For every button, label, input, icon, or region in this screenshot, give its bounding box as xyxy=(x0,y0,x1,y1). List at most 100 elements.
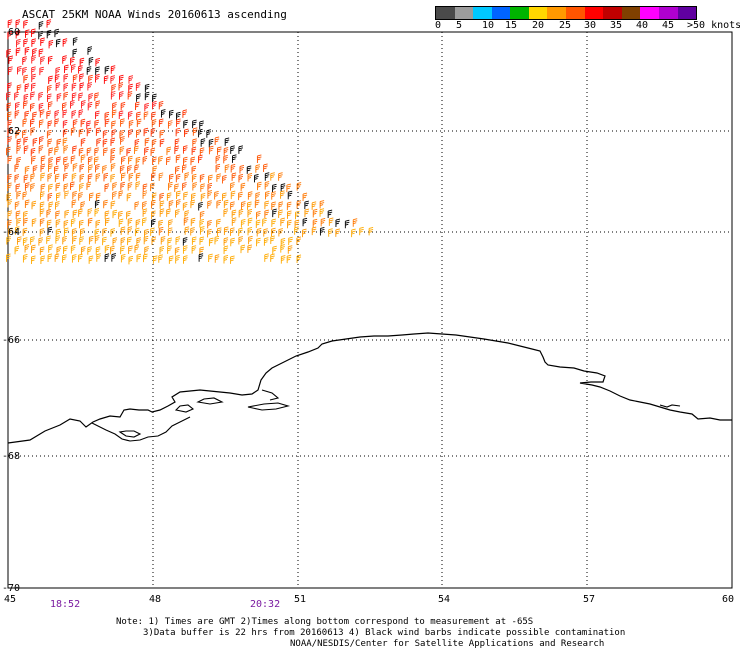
wind-barb xyxy=(63,227,69,236)
wind-barb xyxy=(62,254,67,263)
wind-barb xyxy=(286,183,291,193)
wind-barb xyxy=(190,217,196,227)
coast-islet xyxy=(659,404,681,408)
wind-barb xyxy=(151,218,156,228)
longitude-label: 60 xyxy=(722,594,735,605)
wind-barb xyxy=(184,210,189,219)
wind-barb xyxy=(23,174,29,183)
wind-barb xyxy=(142,190,148,199)
wind-barb xyxy=(175,236,181,245)
wind-barb xyxy=(111,109,117,118)
wind-barb xyxy=(55,219,61,228)
wind-barb xyxy=(176,118,181,127)
wind-barb xyxy=(263,228,268,237)
wind-barb xyxy=(159,245,165,255)
wind-barb xyxy=(40,255,46,264)
wind-barb xyxy=(112,209,118,219)
wind-barb xyxy=(121,156,126,165)
wind-barb xyxy=(166,156,171,165)
wind-barb xyxy=(23,38,28,47)
wind-barb xyxy=(46,129,52,139)
wind-barb xyxy=(135,181,141,190)
wind-barb xyxy=(95,74,100,83)
wind-barb xyxy=(135,156,141,166)
wind-barb xyxy=(158,219,163,229)
wind-barb xyxy=(120,226,126,235)
wind-barb xyxy=(54,173,60,183)
wind-barb xyxy=(168,181,173,191)
wind-barb xyxy=(6,236,11,245)
wind-barb xyxy=(63,245,68,255)
wind-barb xyxy=(8,55,13,64)
wind-barb xyxy=(48,147,54,156)
wind-barb xyxy=(191,146,197,156)
wind-barb xyxy=(120,136,125,145)
wind-barb xyxy=(79,236,84,245)
wind-barb xyxy=(22,191,28,200)
wind-barb xyxy=(190,156,196,166)
wind-barb xyxy=(70,64,76,73)
wind-barb xyxy=(38,48,44,57)
wind-barb xyxy=(128,75,134,84)
wind-barb xyxy=(151,192,157,201)
wind-barb xyxy=(110,173,115,183)
legend-label: 45 xyxy=(662,20,675,31)
wind-barb xyxy=(62,102,67,111)
wind-barb xyxy=(78,208,83,217)
wind-barb xyxy=(86,127,92,137)
wind-barb xyxy=(144,229,149,238)
wind-barb xyxy=(31,73,36,83)
wind-barb xyxy=(127,236,132,246)
wind-barb xyxy=(112,182,117,191)
wind-barb xyxy=(294,219,300,229)
wind-barb xyxy=(175,209,180,218)
wind-barb xyxy=(183,156,188,166)
wind-barb xyxy=(151,139,157,148)
wind-barb xyxy=(31,155,36,165)
wind-barb xyxy=(272,208,277,218)
legend-swatch xyxy=(454,7,474,19)
wind-barb xyxy=(240,244,246,254)
wind-barb xyxy=(94,147,99,156)
wind-barb xyxy=(38,30,43,40)
wind-barb xyxy=(62,235,67,245)
wind-barb xyxy=(328,228,333,237)
wind-barb xyxy=(182,145,188,154)
legend-color-bar xyxy=(435,6,697,20)
wind-barb xyxy=(136,237,141,246)
wind-barb xyxy=(55,235,60,244)
wind-barb xyxy=(278,228,283,237)
wind-barb xyxy=(6,91,11,101)
wind-barb xyxy=(158,100,164,110)
wind-barb xyxy=(72,190,77,200)
wind-barb xyxy=(70,100,75,109)
wind-barb xyxy=(78,92,83,101)
wind-barb xyxy=(159,192,164,202)
legend-label: 10 xyxy=(482,20,495,31)
wind-barb xyxy=(176,190,181,200)
wind-barb xyxy=(255,164,260,173)
wind-barb xyxy=(296,200,302,209)
wind-barb xyxy=(39,228,45,237)
wind-barb xyxy=(223,199,229,209)
wind-barb xyxy=(104,244,110,254)
wind-barb xyxy=(206,129,211,138)
wind-barb xyxy=(95,66,100,75)
wind-barb xyxy=(102,165,107,174)
wind-barb xyxy=(215,163,221,173)
wind-barb xyxy=(184,226,190,235)
wind-barb xyxy=(142,201,147,210)
wind-barb xyxy=(95,110,100,120)
wind-barb xyxy=(223,226,229,235)
wind-barb xyxy=(182,109,188,118)
wind-barb xyxy=(169,109,174,119)
wind-barb xyxy=(48,244,53,253)
wind-barb xyxy=(119,74,124,84)
wind-barb xyxy=(62,137,68,147)
legend-label: 5 xyxy=(456,20,463,31)
wind-barb xyxy=(46,19,52,28)
wind-barb xyxy=(54,118,59,127)
wind-barb xyxy=(103,172,109,182)
wind-barb xyxy=(71,173,77,182)
